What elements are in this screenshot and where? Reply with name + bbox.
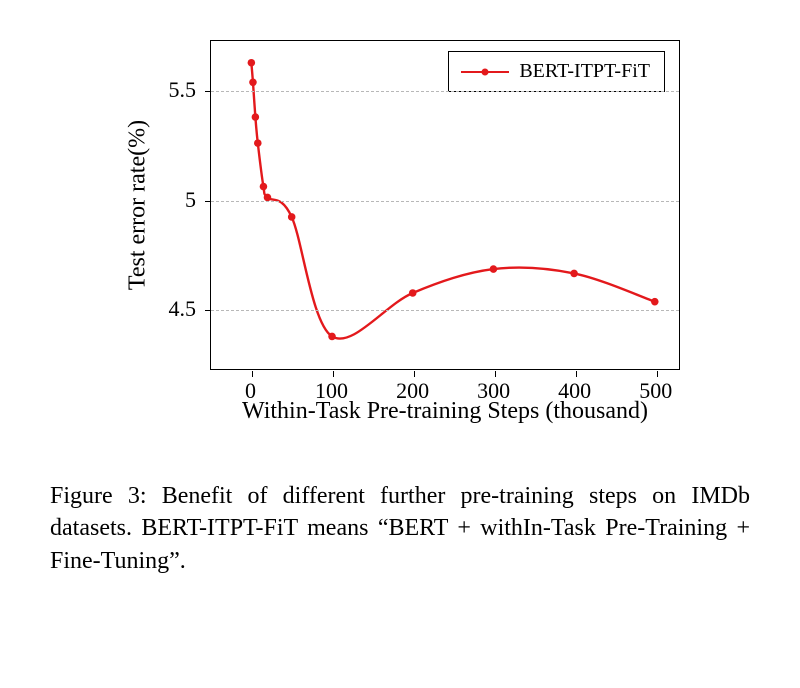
y-tick-label: 5 bbox=[150, 187, 196, 213]
chart: Test error rate(%) BERT-ITPT-FiT Within-… bbox=[100, 20, 720, 440]
y-tick bbox=[205, 201, 211, 202]
x-tick bbox=[495, 371, 496, 377]
line-plot-svg bbox=[211, 41, 679, 369]
x-tick bbox=[657, 371, 658, 377]
y-tick bbox=[205, 91, 211, 92]
series-marker bbox=[260, 183, 268, 191]
figure-caption: Figure 3: Benefit of different further p… bbox=[50, 480, 750, 577]
series-marker bbox=[248, 59, 256, 67]
x-tick bbox=[252, 371, 253, 377]
caption-prefix: Figure 3: bbox=[50, 483, 162, 509]
x-tick-label: 0 bbox=[245, 378, 256, 404]
x-tick-label: 100 bbox=[315, 378, 348, 404]
gridline bbox=[211, 201, 679, 202]
series-marker bbox=[328, 333, 336, 341]
y-tick-label: 4.5 bbox=[150, 296, 196, 322]
gridline bbox=[211, 310, 679, 311]
series-marker bbox=[409, 289, 417, 297]
series-marker bbox=[254, 139, 262, 147]
y-tick-label: 5.5 bbox=[150, 77, 196, 103]
plot-area: BERT-ITPT-FiT bbox=[210, 40, 680, 370]
x-tick-label: 300 bbox=[477, 378, 510, 404]
series-marker bbox=[252, 113, 260, 121]
figure-container: Test error rate(%) BERT-ITPT-FiT Within-… bbox=[60, 20, 740, 577]
gridline bbox=[211, 91, 679, 92]
y-tick bbox=[205, 310, 211, 311]
x-tick-label: 400 bbox=[558, 378, 591, 404]
series-marker bbox=[570, 270, 578, 278]
series-marker bbox=[288, 213, 296, 221]
x-tick bbox=[576, 371, 577, 377]
x-tick bbox=[333, 371, 334, 377]
y-axis-label: Test error rate(%) bbox=[125, 120, 152, 290]
x-tick-label: 200 bbox=[396, 378, 429, 404]
x-tick-label: 500 bbox=[639, 378, 672, 404]
x-tick bbox=[414, 371, 415, 377]
series-marker bbox=[490, 265, 498, 273]
series-marker bbox=[651, 298, 659, 306]
series-marker bbox=[249, 78, 257, 86]
